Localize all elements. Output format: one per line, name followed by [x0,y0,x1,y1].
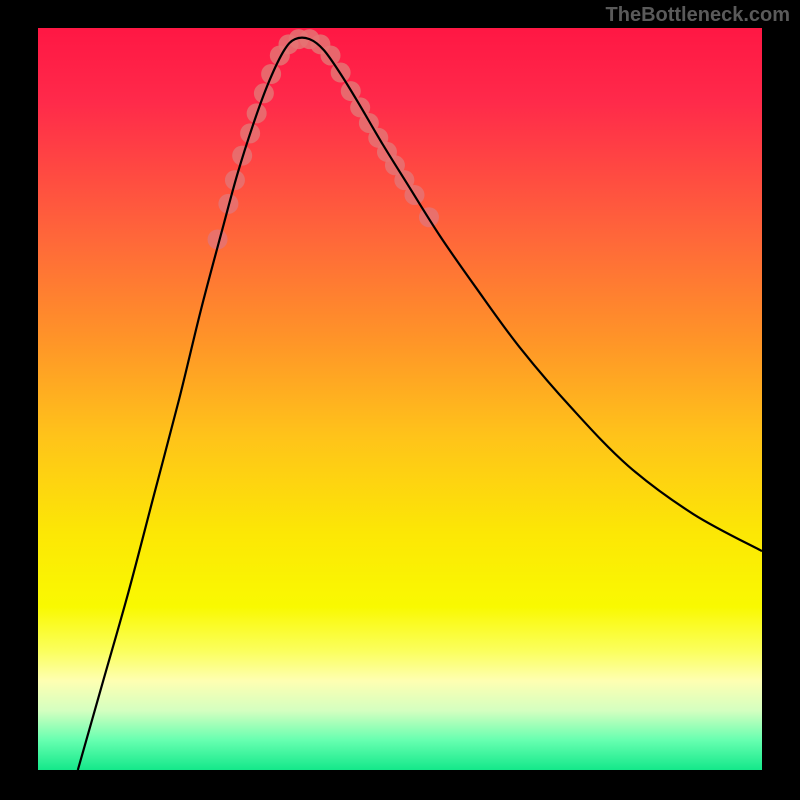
plot-area [38,28,762,770]
marker-group [208,29,439,249]
curve-layer [38,28,762,770]
chart-container: TheBottleneck.com [0,0,800,800]
watermark-text: TheBottleneck.com [606,4,790,27]
bottleneck-curve [78,38,762,770]
